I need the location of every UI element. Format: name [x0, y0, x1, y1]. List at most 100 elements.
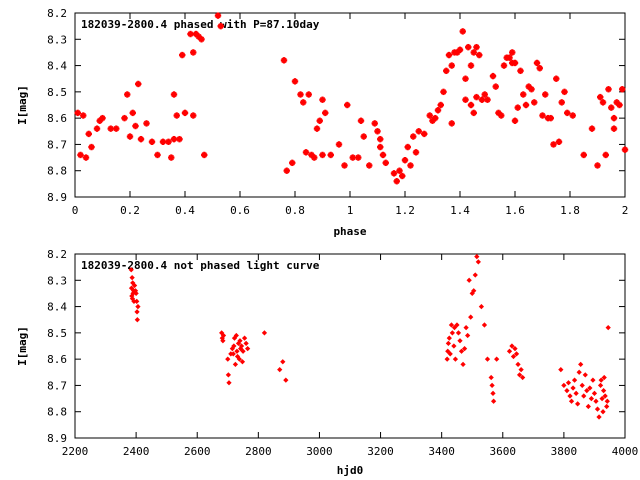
data-point-stroke	[358, 118, 364, 124]
data-point	[584, 388, 590, 394]
data-point-stroke	[377, 144, 384, 150]
data-point-stroke	[124, 91, 131, 98]
data-point-stroke	[182, 110, 188, 116]
y-tick-label: 8.6	[47, 112, 67, 125]
data-point-stroke	[605, 86, 612, 92]
data-point-stroke	[457, 47, 463, 53]
data-point	[277, 367, 283, 373]
y-tick-label: 8.9	[47, 432, 67, 445]
data-point-stroke	[129, 110, 136, 116]
data-point-stroke	[490, 73, 496, 79]
data-point	[582, 372, 588, 378]
data-point	[452, 356, 459, 362]
data-point-stroke	[556, 139, 562, 145]
data-point	[461, 346, 468, 352]
y-tick-label: 8.8	[47, 406, 67, 419]
data-point-stroke	[470, 49, 477, 56]
data-point-stroke	[80, 112, 87, 119]
data-point-stroke	[393, 178, 400, 184]
data-point	[520, 374, 526, 381]
data-point-stroke	[195, 33, 202, 40]
data-point	[494, 356, 500, 362]
data-point-stroke	[99, 115, 106, 121]
data-point-stroke	[616, 102, 623, 108]
data-point-stroke	[94, 125, 100, 132]
data-point	[481, 322, 488, 328]
data-point	[567, 393, 573, 399]
data-point	[135, 303, 141, 310]
data-point-stroke	[171, 91, 177, 98]
data-point	[133, 290, 139, 297]
data-point-stroke	[465, 44, 472, 50]
data-point	[475, 259, 481, 265]
data-point-stroke	[77, 152, 84, 158]
data-point-stroke	[198, 36, 205, 43]
data-point-stroke	[525, 83, 532, 90]
chart-title: 182039-2800.4 phased with P=87.10day	[81, 18, 320, 31]
data-point	[225, 356, 231, 362]
data-point-stroke	[589, 125, 595, 132]
data-point-stroke	[380, 152, 386, 158]
data-point-stroke	[303, 149, 309, 156]
y-tick-label: 8.9	[47, 191, 67, 204]
data-point	[134, 298, 140, 304]
data-point	[581, 393, 587, 399]
data-point	[600, 409, 606, 415]
data-point-stroke	[171, 136, 177, 142]
data-point-stroke	[399, 173, 406, 179]
x-axis-label: hjd0	[337, 464, 364, 477]
data-point	[597, 382, 604, 389]
x-tick-label: 1.2	[395, 204, 415, 217]
data-point-stroke	[187, 31, 194, 37]
data-point-stroke	[201, 152, 208, 158]
y-axis-label: I[mag]	[16, 85, 29, 125]
data-point-stroke	[561, 89, 568, 95]
data-point-stroke	[374, 128, 381, 135]
data-point	[490, 390, 496, 396]
data-point-stroke	[514, 104, 521, 111]
data-point	[602, 393, 608, 399]
data-point-stroke	[344, 102, 351, 108]
x-tick-label: 1	[347, 204, 354, 217]
data-point	[457, 338, 463, 344]
x-tick-label: 3600	[490, 445, 517, 458]
data-point	[129, 275, 135, 281]
data-point-stroke	[492, 83, 499, 90]
data-point	[220, 332, 227, 339]
data-point-stroke	[88, 144, 95, 150]
data-point	[230, 351, 236, 357]
data-point	[573, 390, 579, 396]
x-tick-label: 4000	[612, 445, 639, 458]
data-point	[455, 330, 462, 336]
data-point	[449, 330, 455, 336]
data-point-stroke	[179, 52, 186, 58]
data-point-stroke	[215, 12, 221, 19]
data-point-stroke	[283, 167, 290, 174]
data-point	[134, 317, 140, 323]
data-point	[561, 382, 567, 389]
data-point-stroke	[468, 62, 474, 69]
data-point-stroke	[520, 91, 527, 98]
data-point-stroke	[550, 141, 557, 148]
data-point	[451, 324, 458, 331]
x-tick-label: 3400	[428, 445, 455, 458]
data-point	[585, 403, 591, 410]
data-point	[463, 324, 469, 331]
data-point-stroke	[316, 118, 323, 124]
data-point-stroke	[462, 75, 469, 82]
y-tick-label: 8.4	[47, 301, 67, 314]
data-point-stroke	[613, 99, 620, 106]
y-tick-label: 8.6	[47, 353, 67, 366]
data-point-stroke	[517, 68, 524, 74]
data-point-stroke	[597, 94, 604, 100]
y-tick-label: 8.2	[47, 248, 67, 261]
x-tick-label: 1.6	[505, 204, 525, 217]
data-point-stroke	[355, 154, 362, 161]
data-point	[605, 324, 611, 331]
data-point-stroke	[308, 152, 315, 158]
data-point	[565, 380, 572, 386]
data-point-stroke	[127, 133, 133, 140]
data-point-stroke	[132, 123, 139, 129]
x-tick-label: 0	[72, 204, 79, 217]
data-point-stroke	[165, 139, 172, 145]
